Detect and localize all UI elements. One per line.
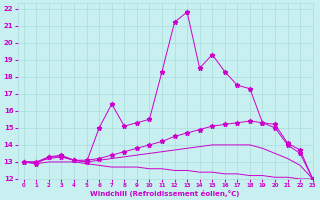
X-axis label: Windchill (Refroidissement éolien,°C): Windchill (Refroidissement éolien,°C) bbox=[91, 190, 240, 197]
